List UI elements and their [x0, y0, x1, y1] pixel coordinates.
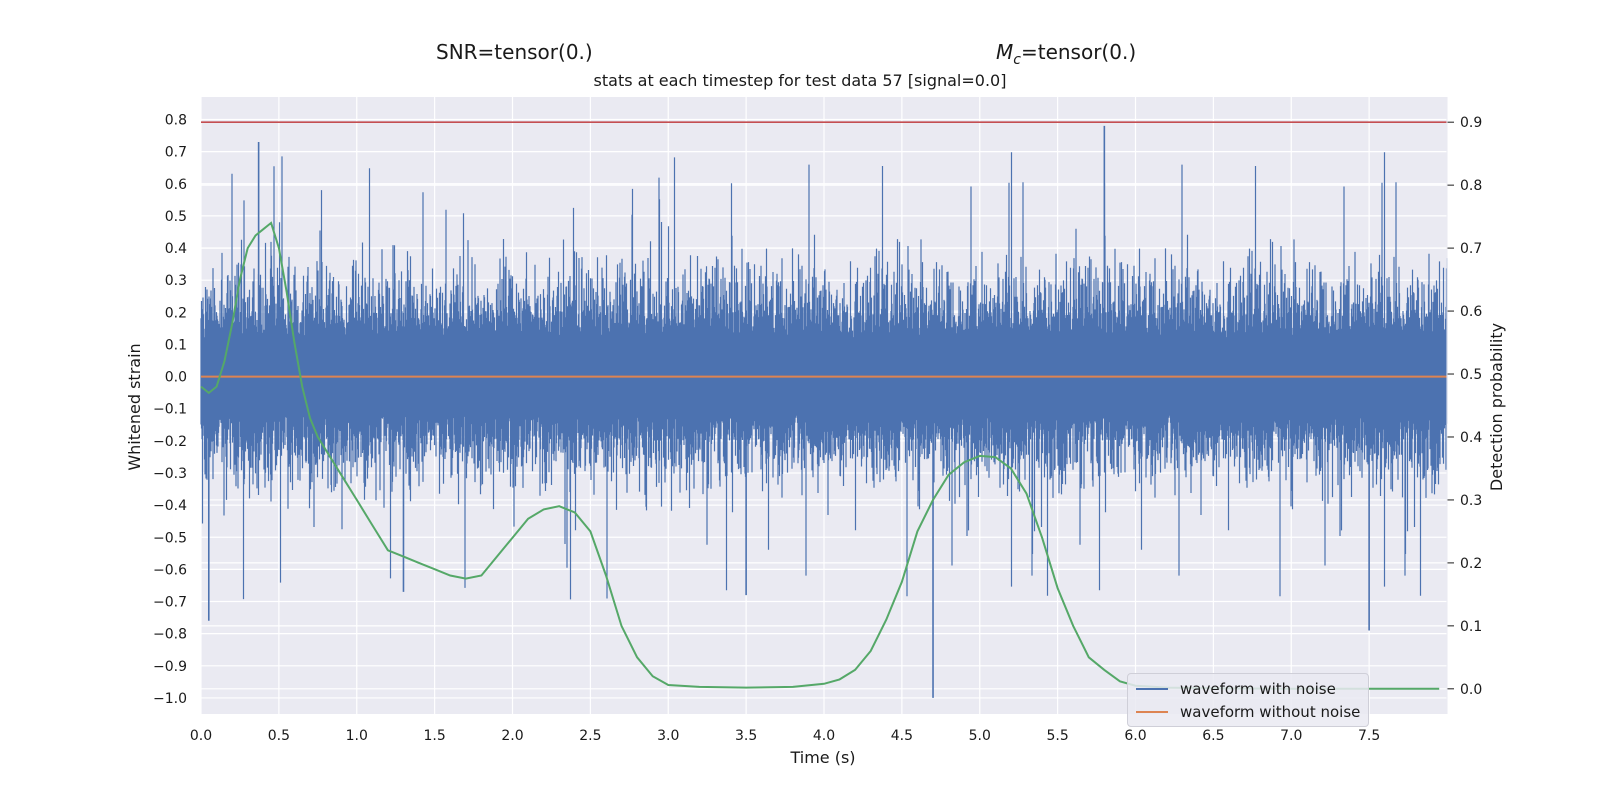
x-axis-ticks: 0.0 0.5 1.0 1.5 2.0 2.5 3.0 3.5 4.0 4.5 5.0 5.5 6.0 6…	[190, 728, 1380, 744]
x-tick-label: 4.5	[891, 728, 913, 744]
x-tick-label: 1.0	[346, 728, 368, 744]
y-tick-label: −0.8	[153, 627, 187, 643]
mc-label: Mc=tensor(0.)	[996, 40, 1136, 68]
y-tick-label: −0.7	[153, 595, 187, 611]
y-axis-label: Whitened strain	[125, 343, 144, 470]
y-tick-label: −0.6	[153, 562, 187, 578]
x-axis-label: Time (s)	[789, 748, 855, 767]
y2-tick-label: 0.3	[1460, 493, 1482, 509]
legend-item-clean: waveform without noise	[1136, 702, 1360, 722]
x-tick-label: 4.0	[813, 728, 835, 744]
y2-axis-ticks: 0.0 0.1 0.2 0.3 0.4 0.5 0.6 0.7 0.8 0.9	[1446, 97, 1482, 714]
x-tick-label: 6.5	[1202, 728, 1224, 744]
noise-trace	[200, 152, 1448, 600]
y-tick-label: −0.4	[153, 498, 187, 514]
y-tick-label: 0.1	[165, 337, 187, 353]
y2-tick-label: 0.5	[1460, 367, 1482, 383]
x-tick-label: 5.0	[969, 728, 991, 744]
x-tick-label: 2.0	[501, 728, 523, 744]
mc-symbol: Mc	[996, 40, 1021, 68]
x-tick-label: 5.5	[1046, 728, 1068, 744]
probability-line	[200, 221, 1440, 690]
y-tick-label: −0.9	[153, 659, 187, 675]
y-tick-label: −0.2	[153, 434, 187, 450]
x-tick-label: 3.0	[657, 728, 679, 744]
y2-tick-label: 0.7	[1460, 241, 1482, 257]
y2-tick-label: 0.6	[1460, 304, 1482, 320]
x-tick-label: 1.5	[423, 728, 445, 744]
y-tick-label: 0.3	[165, 273, 187, 289]
y-axis-ticks: −1.0 −0.9 −0.8 −0.7 −0.6 −0.5 −0.4 −0.3 −0.2 −0.1…	[153, 112, 187, 706]
y-tick-label: 0.0	[165, 370, 187, 386]
y-tick-label: 0.4	[165, 241, 187, 257]
y-tick-label: 0.7	[165, 145, 187, 161]
y2-tick-label: 0.4	[1460, 430, 1482, 446]
snr-label: SNR=tensor(0.)	[436, 40, 593, 64]
x-tick-label: 7.5	[1358, 728, 1380, 744]
y-tick-label: −0.3	[153, 466, 187, 482]
legend-swatch-noise	[1136, 688, 1168, 690]
y-tick-label: 0.8	[165, 112, 187, 128]
series-waveform-with-noise	[200, 125, 1448, 698]
y2-tick-label: 0.9	[1460, 115, 1482, 131]
chart-subtitle: stats at each timestep for test data 57 …	[593, 71, 1007, 90]
y2-tick-label: 0.2	[1460, 556, 1482, 572]
x-tick-label: 6.0	[1124, 728, 1146, 744]
x-tick-label: 0.5	[268, 728, 290, 744]
y-tick-label: 0.5	[165, 209, 187, 225]
x-tick-label: 0.0	[190, 728, 212, 744]
legend-label-clean: waveform without noise	[1180, 703, 1361, 721]
series-detection-probability	[200, 221, 1440, 690]
y-tick-label: −0.5	[153, 530, 187, 546]
y-tick-label: −1.0	[153, 691, 187, 707]
legend-swatch-clean	[1136, 711, 1168, 713]
legend-item-noise: waveform with noise	[1136, 679, 1336, 699]
mc-value: =tensor(0.)	[1020, 40, 1137, 64]
x-tick-label: 7.0	[1280, 728, 1302, 744]
y-tick-label: −0.1	[153, 402, 187, 418]
y2-axis-label: Detection probability	[1487, 323, 1506, 491]
x-tick-label: 3.5	[735, 728, 757, 744]
y2-tick-label: 0.1	[1460, 619, 1482, 635]
legend: waveform with noise waveform without noi…	[1127, 673, 1369, 727]
y-tick-label: 0.6	[165, 177, 187, 193]
y2-tick-label: 0.8	[1460, 178, 1482, 194]
y2-tick-label: 0.0	[1460, 682, 1482, 698]
y-tick-label: 0.2	[165, 305, 187, 321]
x-tick-label: 2.5	[579, 728, 601, 744]
legend-label-noise: waveform with noise	[1180, 680, 1336, 698]
